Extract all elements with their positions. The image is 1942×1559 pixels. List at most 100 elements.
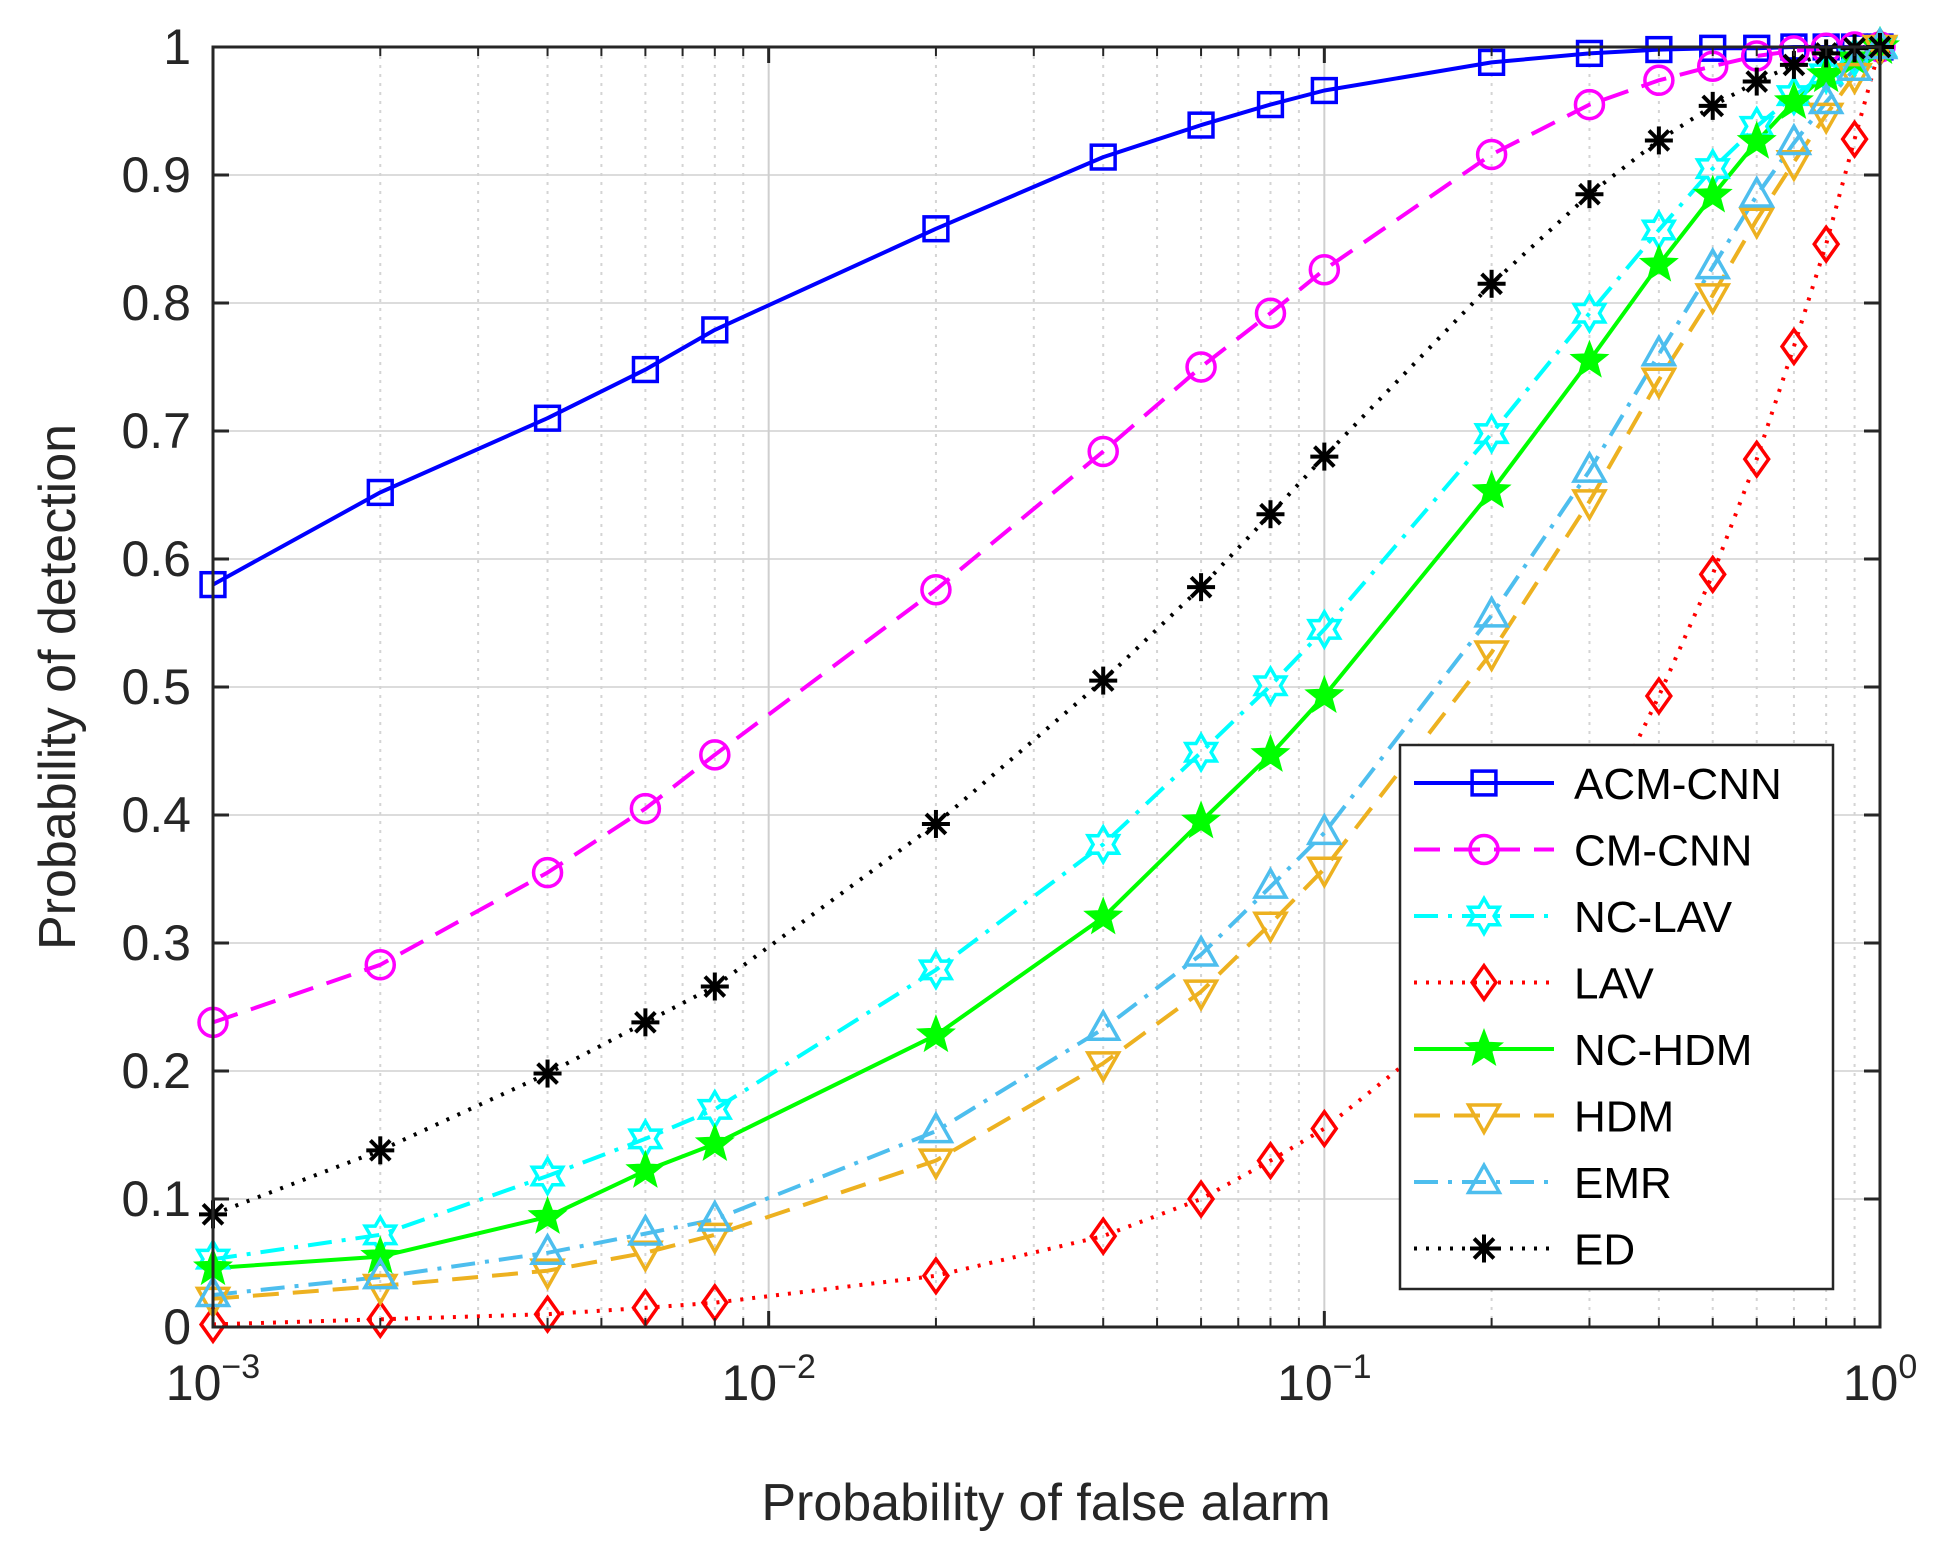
y-tick-label: 0.6 — [121, 531, 191, 587]
marker-triangle-up — [361, 1256, 399, 1290]
marker-circle — [1087, 435, 1119, 468]
marker-asterisk — [1256, 500, 1285, 529]
marker-triangle-down — [1252, 911, 1289, 945]
legend-entry: ACM-CNN — [1414, 760, 1782, 809]
marker-triangle-down — [1640, 367, 1678, 401]
marker-square — [922, 215, 950, 243]
marker-diamond — [1089, 1216, 1118, 1256]
marker-hexagram — [1085, 823, 1122, 866]
marker-pentagram — [915, 1014, 956, 1053]
marker-triangle-down — [1694, 283, 1732, 316]
marker-asterisk — [1089, 666, 1118, 695]
marker-asterisk — [1187, 573, 1216, 602]
marker-pentagram — [1464, 1027, 1504, 1067]
tick-labels: 0 0.1 0.2 0.3 0.4 0.5 0.6 0.7 0.8 0.9 1 10−3 10−2 10−… — [121, 19, 1917, 1411]
marker-asterisk — [1477, 269, 1506, 298]
marker-asterisk — [1310, 442, 1339, 471]
marker-asterisk-stroke — [1472, 1237, 1496, 1260]
marker-square — [1187, 111, 1215, 139]
marker-diamond — [1698, 554, 1727, 595]
x-axis-title: Probability of false alarm — [761, 1474, 1330, 1532]
y-tick-label: 0.8 — [121, 275, 191, 331]
marker-triangle-down — [696, 1222, 734, 1256]
marker-triangle-up — [1807, 81, 1845, 115]
marker-triangle-down — [917, 1148, 955, 1181]
marker-triangle-up — [1252, 866, 1289, 899]
marker-diamond — [1187, 1179, 1216, 1219]
axis-ticks — [211, 45, 1882, 1329]
x-tick-label: 10−2 — [721, 1348, 815, 1411]
marker-hexagram — [529, 1154, 566, 1197]
marker-pentagram — [1304, 674, 1345, 713]
marker-circle — [1475, 138, 1508, 171]
series-line-emr — [212, 45, 1882, 1297]
marker-diamond — [1256, 1140, 1285, 1181]
y-axis-title: Probability of detection — [29, 424, 87, 950]
legend-entry: ED — [1414, 1226, 1635, 1275]
marker-pentagram — [1083, 896, 1124, 935]
marker-triangle-down — [1571, 489, 1608, 522]
marker-pentagram — [1471, 470, 1512, 509]
legend-label: NC-LAV — [1574, 893, 1733, 942]
marker-asterisk — [631, 1008, 660, 1037]
legend-entry: EMR — [1414, 1159, 1672, 1208]
marker-pentagram — [1773, 81, 1814, 120]
marker-triangle-down — [1305, 856, 1343, 890]
marker-asterisk — [1470, 1234, 1498, 1263]
marker-square — [1310, 76, 1338, 105]
series-line-lav — [212, 46, 1882, 1327]
marker-triangle-down — [1738, 207, 1776, 241]
marker-triangle-up — [529, 1232, 566, 1266]
marker-asterisk — [1742, 67, 1771, 96]
marker-diamond — [533, 1294, 562, 1335]
marker-asterisk — [366, 1136, 395, 1165]
legend-box — [1398, 743, 1835, 1291]
marker-circle — [1468, 833, 1500, 866]
marker-square — [1645, 35, 1673, 64]
marker-asterisk-stroke — [1701, 94, 1725, 118]
marker-asterisk — [1644, 126, 1673, 155]
marker-asterisk-stroke — [1189, 575, 1213, 599]
marker-circle — [699, 739, 731, 771]
legend-label: NC-HDM — [1574, 1026, 1752, 1075]
marker-square — [533, 404, 562, 432]
y-tick-label: 0.1 — [121, 1171, 191, 1227]
marker-diamond — [198, 1304, 228, 1345]
marker-square — [631, 355, 660, 384]
x-tick-label: 10−1 — [1277, 1348, 1371, 1411]
marker-circle — [1308, 253, 1341, 286]
marker-diamond — [1779, 326, 1808, 367]
legend: ACM-CNN CM-CNN NC-LAV LAV NC-HDM HDM EMR ED — [1398, 743, 1835, 1291]
marker-diamond — [1469, 962, 1499, 1003]
marker-triangle-up — [696, 1199, 734, 1232]
x-tick-label: 10−3 — [166, 1348, 260, 1411]
marker-hexagram — [1465, 894, 1503, 938]
marker-pentagram — [625, 1149, 666, 1188]
legend-entry: CM-CNN — [1414, 827, 1752, 876]
marker-circle — [1254, 297, 1287, 329]
marker-asterisk-stroke — [1745, 70, 1769, 93]
marker-circle — [1185, 351, 1217, 383]
marker-asterisk — [1698, 91, 1727, 120]
marker-diamond — [1644, 676, 1673, 716]
marker-pentagram — [1569, 339, 1610, 378]
series-markers-emr — [194, 26, 1899, 1308]
marker-circle — [531, 856, 564, 889]
marker-diamond — [1840, 119, 1869, 159]
y-tick-label: 0.9 — [121, 147, 191, 203]
marker-square — [366, 478, 394, 507]
y-tick-label: 0.2 — [121, 1043, 191, 1099]
marker-diamond — [1310, 1108, 1339, 1149]
marker-triangle-up — [1640, 333, 1678, 367]
marker-triangle-down — [1473, 640, 1511, 673]
marker-triangle-up — [626, 1213, 664, 1246]
marker-triangle-down — [1775, 149, 1813, 183]
marker-hexagram — [1182, 731, 1220, 774]
marker-circle — [1643, 64, 1675, 97]
marker-diamond — [366, 1299, 395, 1340]
marker-diamond — [921, 1255, 950, 1296]
marker-hexagram — [1473, 412, 1510, 455]
marker-pentagram — [1638, 243, 1679, 282]
legend-entry: LAV — [1414, 960, 1655, 1009]
marker-triangle-up — [1775, 122, 1813, 156]
